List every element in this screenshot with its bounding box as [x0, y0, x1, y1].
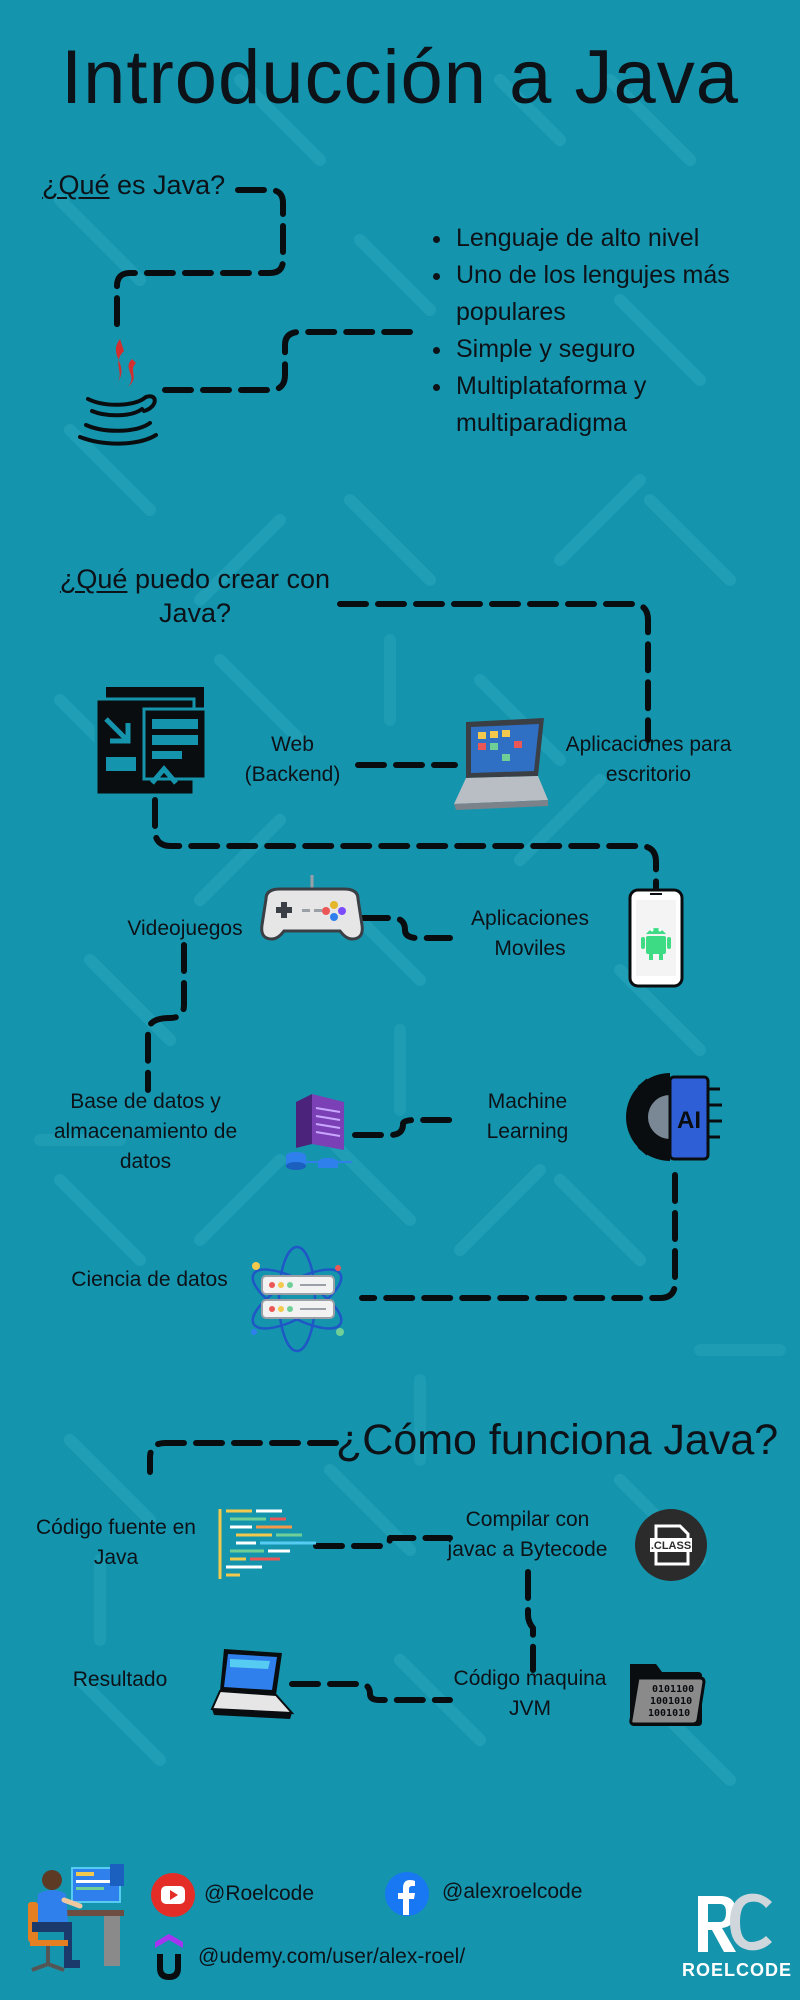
laptop-icon	[454, 718, 548, 810]
result-label: Resultado	[72, 1668, 168, 1691]
list-item: Multiplataforma y multiparadigma	[454, 368, 784, 442]
section-heading-what-create: ¿Qué puedo crear con Java?	[50, 562, 340, 630]
binary-line: 1001010	[648, 1708, 690, 1719]
mobile-phone-icon	[628, 888, 684, 988]
source-code-label: Código fuente en Java	[36, 1516, 196, 1569]
result-laptop-icon	[210, 1649, 295, 1719]
ai-badge-text: AI	[677, 1107, 701, 1134]
heading-rest: puedo crear con Java?	[127, 564, 331, 628]
compile-label: Compilar con javac a Bytecode	[447, 1508, 608, 1561]
binary-folder-icon: 0101100 1001010 1001010	[629, 1664, 706, 1726]
data-science-icon	[251, 1245, 344, 1353]
binary-line: 0101100	[652, 1684, 694, 1695]
machine-learning-label: Machine Learning	[486, 1090, 569, 1143]
jvm-label: Código maquina JVM	[453, 1667, 607, 1720]
database-icon	[286, 1094, 352, 1170]
desktop-apps-label: Aplicaciones para escritorio	[565, 733, 732, 786]
page-title: Introducción a Java	[60, 35, 740, 120]
web-backend-icon	[94, 687, 208, 797]
databases-label: Base de datos y almacenamiento de datos	[53, 1090, 238, 1173]
youtube-handle[interactable]: @Roelcode	[204, 1882, 315, 1905]
facebook-icon	[385, 1872, 429, 1916]
heading-underlined-word: ¿Qué	[42, 170, 110, 200]
game-controller-icon	[260, 875, 364, 941]
section-heading-how: ¿Cómo funciona Java?	[336, 1416, 779, 1464]
mobile-apps-label: Aplicaciones Moviles	[471, 907, 589, 960]
developer-illustration	[28, 1864, 124, 1972]
udemy-icon	[155, 1934, 183, 1980]
heading-underlined-word: ¿Qué	[59, 564, 128, 594]
binary-line: 1001010	[650, 1696, 692, 1707]
list-item: Simple y seguro	[454, 331, 784, 368]
list-item: Lenguaje de alto nivel	[454, 220, 784, 257]
brand-name: ROELCODE	[682, 1960, 793, 1980]
java-features-list: Lenguaje de alto nivel Uno de los lenguj…	[432, 220, 784, 442]
heading-rest: es Java?	[109, 170, 226, 200]
list-item: Uno de los lengujes más populares	[454, 257, 784, 331]
class-file-icon: .CLASS	[635, 1509, 707, 1581]
roelcode-logo	[698, 1893, 772, 1952]
web-backend-label: Web (Backend)	[244, 733, 341, 786]
data-science-label: Ciencia de datos	[71, 1268, 228, 1291]
section-heading-what-is: ¿Qué es Java?	[42, 168, 225, 202]
class-badge-text: .CLASS	[651, 1540, 691, 1552]
udemy-link[interactable]: @udemy.com/user/alex-roel/	[198, 1945, 466, 1968]
youtube-icon	[151, 1873, 195, 1917]
ai-gear-icon: AI	[626, 1073, 722, 1161]
videogames-label: Videojuegos	[127, 917, 243, 940]
source-code-icon	[218, 1509, 316, 1579]
facebook-handle[interactable]: @alexroelcode	[442, 1880, 583, 1903]
java-logo-icon	[78, 339, 158, 446]
